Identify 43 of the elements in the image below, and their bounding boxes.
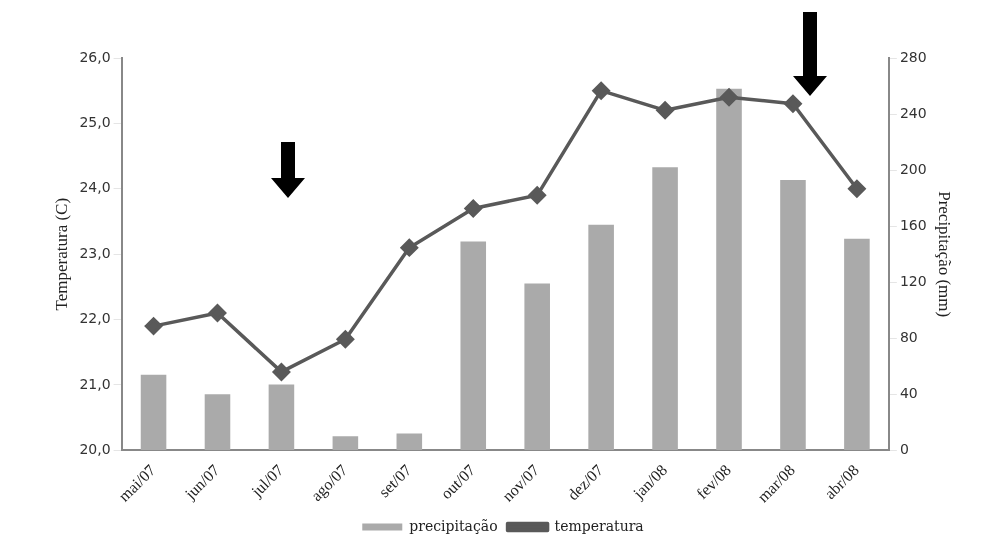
point xyxy=(336,330,355,348)
point xyxy=(464,199,482,218)
legend-label: temperatura xyxy=(554,517,644,534)
y2-tick-label: 240 xyxy=(899,104,927,121)
y2-tick-label: 200 xyxy=(899,160,927,177)
y-tick-label: 20,0 xyxy=(79,441,111,458)
y-tick-label: 26,0 xyxy=(79,48,111,65)
y2-tick-label: 160 xyxy=(899,216,927,233)
point xyxy=(144,317,163,335)
point xyxy=(272,363,291,381)
bar xyxy=(524,283,550,450)
point xyxy=(784,95,802,113)
bar xyxy=(396,433,423,450)
bar xyxy=(844,238,870,450)
y2-tick-label: 0 xyxy=(899,441,909,458)
y2-tick-label: 120 xyxy=(899,272,927,289)
point xyxy=(400,238,419,257)
point xyxy=(208,304,227,322)
point xyxy=(528,186,546,205)
bar xyxy=(204,394,231,450)
bar xyxy=(140,374,167,450)
point xyxy=(720,88,738,106)
bar xyxy=(716,88,742,450)
y-tick-label: 22,0 xyxy=(79,310,111,327)
point xyxy=(656,101,674,120)
bar xyxy=(588,224,614,450)
bar xyxy=(652,167,678,450)
y2-tick-label: 40 xyxy=(899,384,918,401)
legend-label: precipitação xyxy=(409,517,498,534)
y2-tick-label: 80 xyxy=(899,328,918,345)
bar xyxy=(780,179,806,450)
y2-axis-title: Precipitação (mm) xyxy=(935,191,955,318)
y-tick-label: 21,0 xyxy=(79,375,111,392)
bar xyxy=(268,384,295,450)
bar xyxy=(460,241,487,450)
y2-tick-label: 280 xyxy=(899,48,927,65)
y-tick-label: 24,0 xyxy=(79,179,111,196)
point xyxy=(848,180,866,198)
bar xyxy=(332,436,359,450)
y-tick-label: 25,0 xyxy=(79,114,111,131)
y-tick-label: 23,0 xyxy=(79,244,111,261)
point xyxy=(592,81,610,100)
y-axis-title: Temperatura (C) xyxy=(51,197,71,311)
